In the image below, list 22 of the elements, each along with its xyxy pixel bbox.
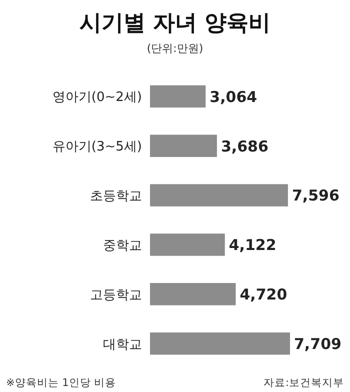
data-label: 4,720: [240, 286, 288, 304]
y-tick-label: 고등학교: [90, 288, 142, 303]
bar: [150, 134, 217, 157]
bar: [150, 184, 288, 206]
y-tick-label: 유아기(3~5세): [52, 140, 142, 155]
text: ※양육비는 1인당 비용: [6, 377, 116, 389]
data-label: 3,686: [220, 137, 268, 156]
data-label: 4,122: [228, 236, 276, 254]
y-tick-label: 중학교: [103, 238, 142, 254]
y-tick-label: 영아기(0~2세): [52, 90, 142, 106]
chart-title: 시기별 자녀 양육비: [79, 11, 271, 36]
text: 자료:보건복지부: [263, 377, 344, 389]
data-label: 7,709: [294, 334, 342, 353]
data-label: 3,064: [210, 88, 258, 106]
data-label: 7,596: [292, 186, 340, 205]
bar: [150, 283, 236, 306]
y-tick-label: 대학교: [103, 337, 142, 352]
bar: [150, 332, 290, 355]
y-tick-label: 초등학교: [90, 188, 142, 204]
bar: [150, 85, 206, 108]
bar: [150, 234, 225, 256]
chart-subtitle: (단위:만원): [146, 42, 204, 55]
